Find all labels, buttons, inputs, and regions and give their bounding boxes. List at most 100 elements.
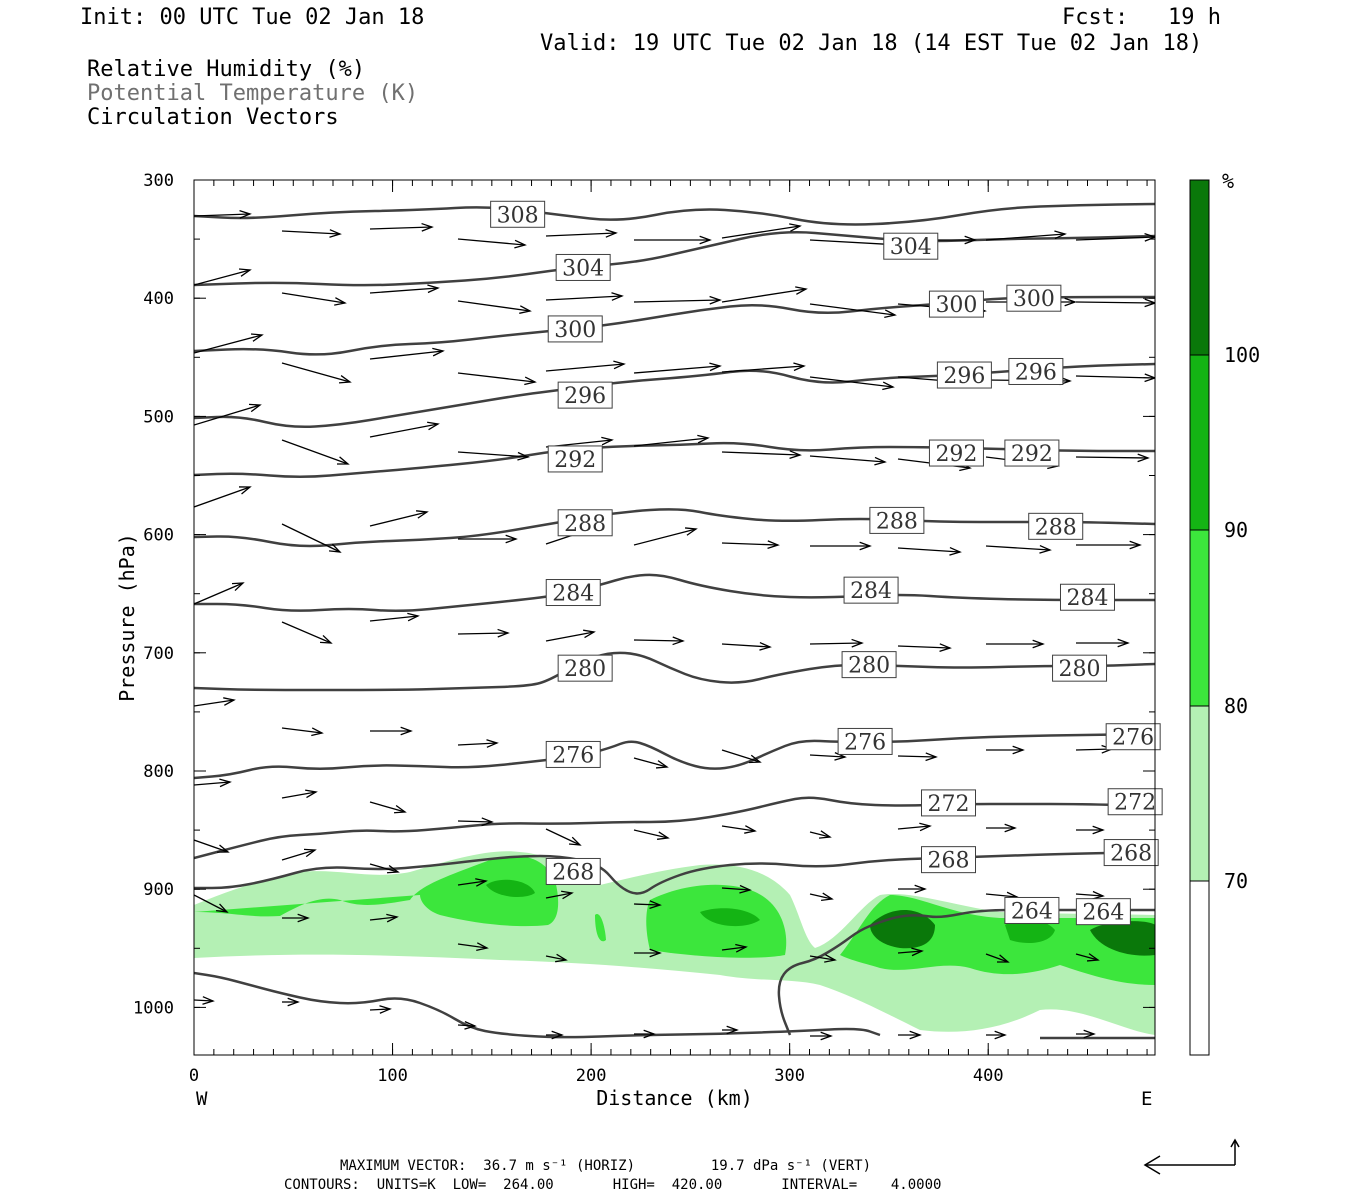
rh-90-100-region [486, 879, 535, 897]
colorbar-level-label: 80 [1224, 694, 1248, 718]
contour-label-box [545, 857, 601, 885]
circulation-vector [457, 739, 499, 748]
contour-label-box [928, 439, 984, 467]
theta-contour-288 [194, 508, 1155, 548]
circulation-vector [369, 347, 445, 360]
contour-label-box [490, 200, 546, 228]
east-label: E [1141, 1088, 1152, 1110]
rh-80-90-region [595, 914, 606, 942]
contour-label: 276 [552, 743, 594, 768]
contour-label: 300 [554, 318, 596, 343]
circulation-vector [633, 434, 710, 447]
circulation-vector [1076, 540, 1142, 550]
contour-label: 284 [1066, 586, 1108, 611]
circulation-vector [633, 362, 722, 374]
contour-label-box [843, 576, 899, 604]
circulation-vector [721, 641, 772, 651]
circulation-vector [721, 749, 762, 764]
contour-label: 284 [850, 579, 892, 604]
contour-label: 268 [552, 860, 594, 885]
circulation-vector [281, 727, 324, 737]
circulation-vector [898, 1030, 922, 1040]
circulation-vector [457, 878, 488, 887]
circulation-vector [194, 778, 232, 788]
contour-label: 280 [848, 654, 890, 679]
colorbar-level-label: 100 [1224, 343, 1260, 367]
circulation-vector [1075, 453, 1150, 463]
contour-label-box [555, 253, 611, 281]
circulation-vector [721, 223, 802, 239]
max-vector-note: MAXIMUM VECTOR: 36.7 m s⁻¹ (HORIZ) 19.7 … [340, 1158, 872, 1174]
rh-100-region [1090, 921, 1155, 956]
contour-label: 300 [935, 293, 977, 318]
contour-label-box [547, 445, 603, 473]
colorbar-segment [1190, 530, 1209, 706]
circulation-vector [281, 229, 342, 238]
circulation-vector [545, 629, 596, 642]
circulation-vector [369, 913, 399, 923]
circulation-vector [281, 523, 342, 553]
circulation-vector [458, 534, 518, 544]
contour-label: 268 [928, 849, 970, 874]
circulation-vector [897, 822, 932, 832]
colorbar-segment [1190, 180, 1209, 355]
circulation-vector [545, 229, 618, 238]
circulation-vector [633, 829, 670, 840]
circulation-vector [194, 839, 230, 853]
circulation-vector [369, 510, 429, 527]
circulation-vector [721, 540, 780, 550]
theta-contour-284 [194, 573, 1155, 613]
circulation-vector [633, 900, 662, 909]
circulation-vector [545, 890, 574, 900]
circulation-vector [370, 726, 413, 736]
contour-label: 272 [1114, 791, 1156, 816]
contour-label-box [1103, 839, 1159, 867]
theta-contour-264 [777, 908, 1155, 1036]
circulation-vector [282, 997, 300, 1007]
circulation-vector [194, 209, 252, 219]
circulation-vector [1075, 298, 1155, 308]
theta-contour-308 [194, 202, 1155, 226]
circulation-vector [1076, 1029, 1096, 1039]
circulation-vector [1075, 953, 1100, 962]
circulation-vector [809, 954, 837, 963]
circulation-vector [809, 638, 864, 648]
contour-label: 276 [1112, 726, 1154, 751]
circulation-vector [722, 1025, 739, 1035]
circulation-vector [545, 828, 582, 846]
x-tick-label: 200 [576, 1066, 607, 1086]
contour-label: 264 [1082, 901, 1124, 926]
contour-label-box [547, 315, 603, 343]
circulation-vector [809, 892, 834, 902]
contour-label-box [837, 727, 893, 755]
circulation-vector [634, 948, 662, 958]
plot-frame [193, 179, 1156, 1056]
contour-label-box [1107, 788, 1163, 816]
x-tick-label: 300 [774, 1066, 805, 1086]
circulation-vector [985, 953, 1010, 963]
contour-label: 304 [890, 235, 932, 260]
contour-label-box [557, 509, 613, 537]
contour-label-box [1105, 723, 1161, 751]
rh-90-100-region [700, 908, 760, 927]
theta-contour-280 [194, 651, 1155, 692]
circulation-vector [986, 639, 1045, 649]
y-tick-label: 500 [143, 407, 174, 427]
contour-label: 280 [1059, 657, 1101, 682]
circulation-vector [457, 451, 530, 461]
circulation-vector [545, 360, 626, 372]
contour-label: 308 [497, 203, 539, 228]
circulation-vector [809, 830, 832, 839]
contour-label-box [928, 290, 984, 318]
circulation-vector [545, 292, 624, 301]
colorbar-segment [1190, 706, 1209, 881]
contour-label-box [883, 232, 939, 260]
circulation-vector [721, 362, 806, 373]
circulation-vector [1075, 233, 1155, 242]
circulation-vector [457, 817, 494, 827]
contour-label-box [1028, 512, 1084, 540]
circulation-vector [281, 621, 333, 644]
contour-label: 280 [564, 657, 606, 682]
circulation-vector [633, 295, 722, 305]
circulation-vector [194, 996, 215, 1005]
